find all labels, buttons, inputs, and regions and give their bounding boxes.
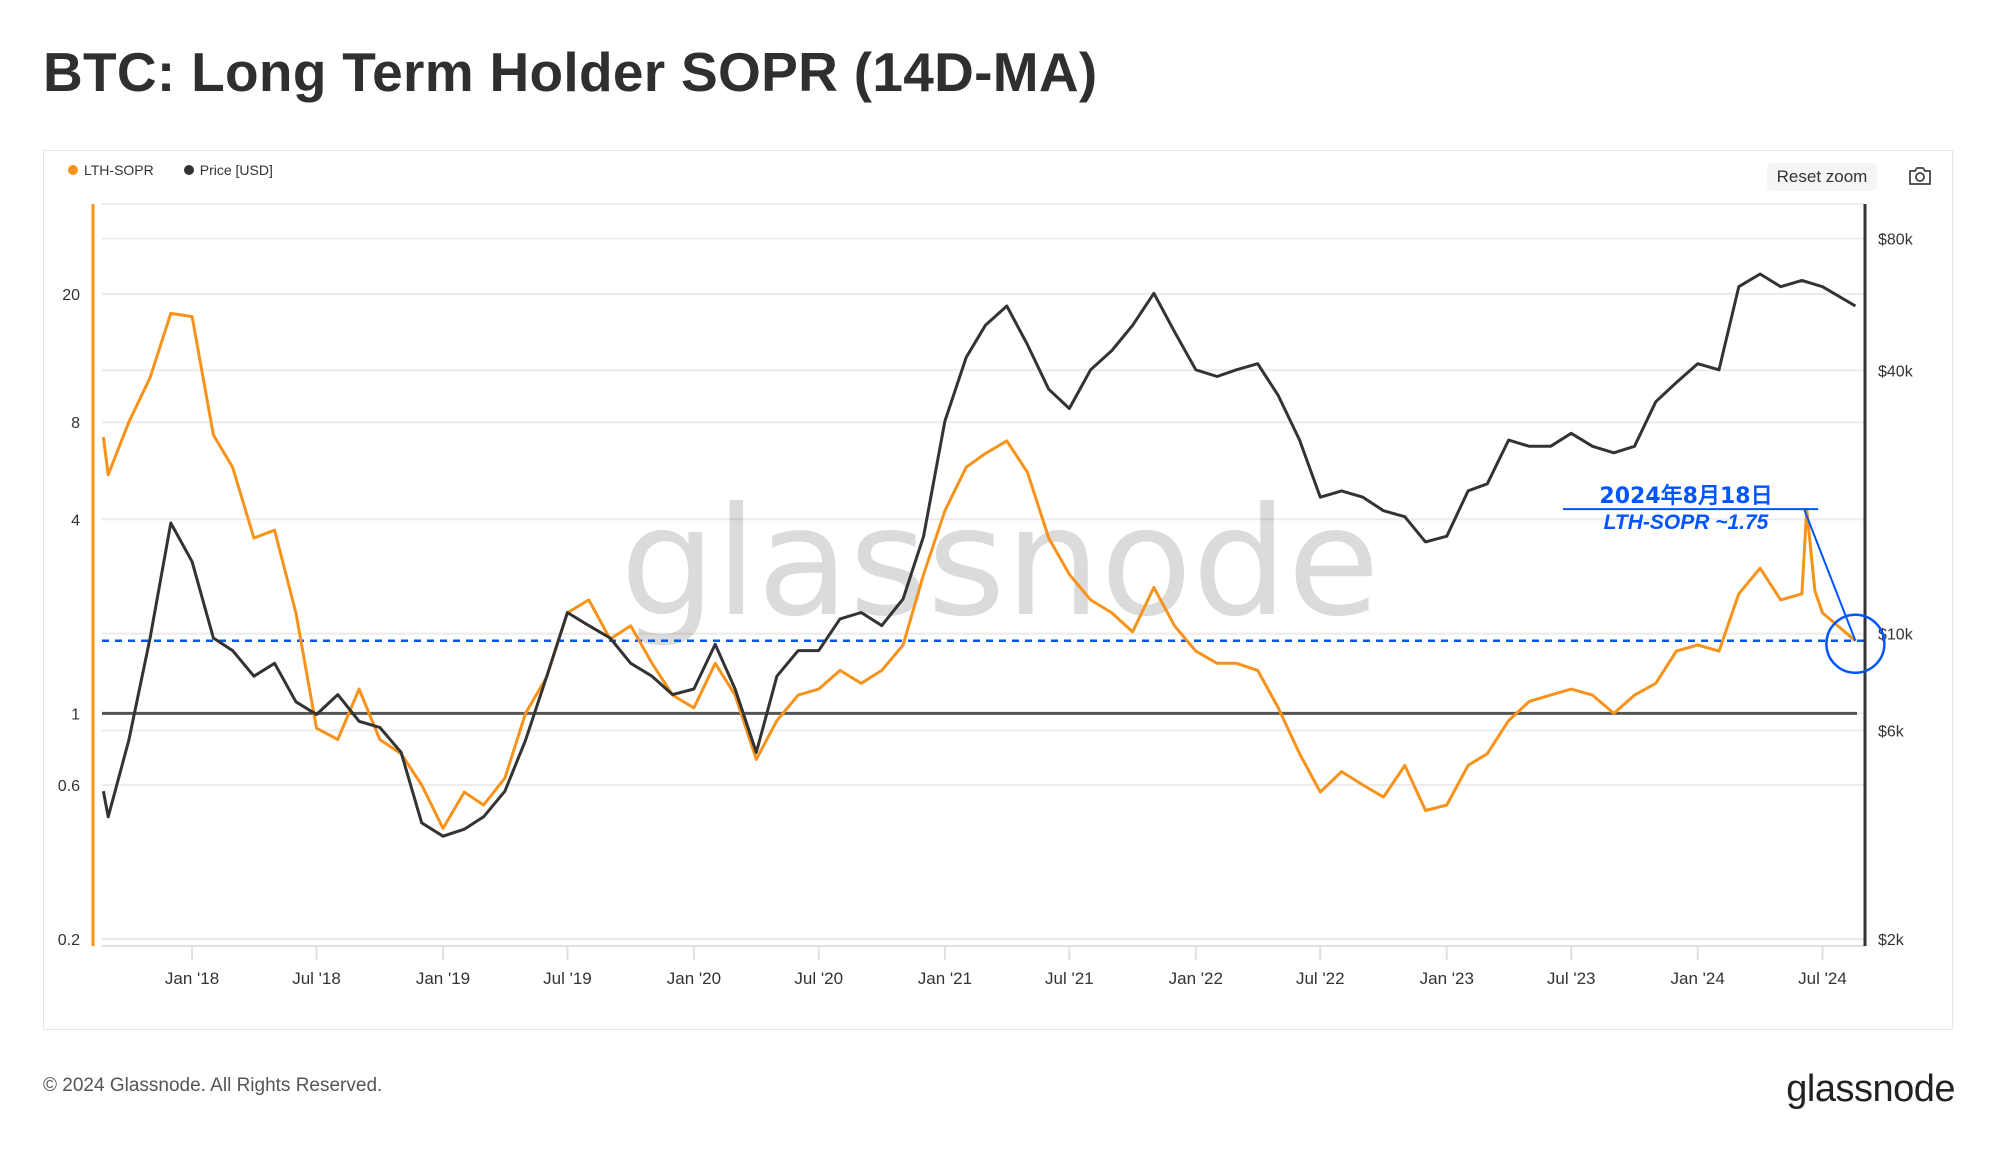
- reset-zoom-button[interactable]: Reset zoom: [1767, 163, 1877, 191]
- page-title: BTC: Long Term Holder SOPR (14D-MA): [43, 41, 1098, 103]
- left-tick-label: 8: [71, 415, 80, 432]
- right-tick-label: $6k: [1878, 724, 1905, 741]
- x-tick-label: Jul '22: [1296, 969, 1345, 988]
- legend-item-price[interactable]: Price [USD]: [183, 162, 273, 178]
- left-tick-label: 0.6: [58, 778, 80, 795]
- x-tick-label: Jul '23: [1547, 969, 1596, 988]
- series-line-price: [101, 272, 1857, 838]
- right-tick-label: $80k: [1878, 232, 1914, 249]
- x-tick-label: Jan '20: [667, 969, 721, 988]
- x-tick-label: Jan '19: [416, 969, 470, 988]
- x-tick-label: Jan '22: [1169, 969, 1223, 988]
- copyright-text: © 2024 Glassnode. All Rights Reserved.: [43, 1075, 383, 1096]
- x-tick-label: Jul '20: [794, 969, 843, 988]
- x-tick-label: Jul '24: [1798, 969, 1847, 988]
- grid: [102, 203, 1865, 947]
- right-tick-label: $40k: [1878, 363, 1914, 380]
- watermark: glassnode: [620, 476, 1379, 650]
- legend-dot-icon: [68, 165, 78, 175]
- left-tick-label: 20: [62, 287, 80, 304]
- series-line-lth-sopr: [101, 311, 1857, 830]
- legend-dot-icon: [183, 165, 194, 175]
- right-tick-label: $10k: [1878, 627, 1914, 644]
- left-tick-label: 1: [71, 706, 80, 723]
- x-tick-label: Jan '21: [918, 969, 972, 988]
- chart-legend: LTH-SOPR Price [USD]: [68, 162, 273, 178]
- legend-item-lth-sopr[interactable]: LTH-SOPR: [68, 162, 154, 178]
- right-tick-label: $2k: [1878, 932, 1905, 949]
- glassnode-logo: glassnode: [1786, 1068, 1955, 1110]
- chart-panel: [43, 150, 1953, 1030]
- left-tick-label: 4: [71, 512, 80, 529]
- x-tick-label: Jan '18: [165, 969, 219, 988]
- annotation-date-label: 2024年8月18日: [1599, 483, 1772, 509]
- annotation-value-label: LTH-SOPR ~1.75: [1604, 511, 1769, 534]
- annotation-circle: [1825, 613, 1886, 675]
- x-tick-label: Jul '19: [543, 969, 592, 988]
- x-tick-label: Jan '23: [1420, 969, 1474, 988]
- left-tick-label: 0.2: [58, 932, 80, 949]
- legend-label: Price [USD]: [199, 162, 273, 178]
- x-tick-label: Jan '24: [1671, 969, 1725, 988]
- x-tick-label: Jul '21: [1045, 969, 1094, 988]
- x-tick-label: Jul '18: [292, 969, 341, 988]
- annotation-pointer-line: [1803, 508, 1857, 642]
- legend-label: LTH-SOPR: [84, 162, 154, 178]
- camera-icon[interactable]: [1908, 166, 1932, 186]
